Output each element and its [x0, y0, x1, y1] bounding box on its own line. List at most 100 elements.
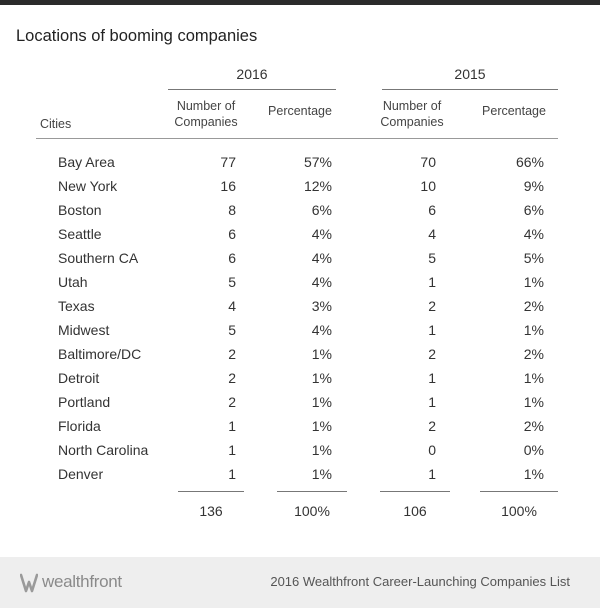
number-header-line1: Number of: [176, 99, 236, 113]
companies-2016-cell: 1: [228, 418, 236, 434]
table-row: Texas 4 3% 2 2%: [0, 294, 600, 318]
top-bar: [0, 0, 600, 5]
table-row: Southern CA 6 4% 5 5%: [0, 246, 600, 270]
number-header-line2: Companies: [174, 115, 238, 129]
total-rule-n2015: [380, 491, 450, 492]
city-cell: Portland: [58, 394, 111, 410]
companies-2016-cell: 6: [228, 226, 236, 242]
total-percentage-2016: 100%: [294, 503, 330, 519]
percentage-2015-cell: 9%: [523, 178, 544, 194]
city-cell: Baltimore/DC: [58, 346, 142, 362]
percentage-2016-cell: 4%: [311, 250, 332, 266]
companies-2015-cell: 1: [428, 370, 436, 386]
table-row: Baltimore/DC 2 1% 2 2%: [0, 342, 600, 366]
year-2015-rule: [382, 89, 558, 90]
companies-2015-cell: 6: [428, 202, 436, 218]
city-cell: North Carolina: [58, 442, 149, 458]
number-header-line2: Companies: [380, 115, 444, 129]
companies-2015-cell: 70: [420, 154, 436, 170]
percentage-2015-cell: 1%: [523, 274, 544, 290]
table-row: North Carolina 1 1% 0 0%: [0, 438, 600, 462]
percentage-2016-cell: 1%: [311, 442, 332, 458]
table-row: Detroit 2 1% 1 1%: [0, 366, 600, 390]
companies-2016-cell: 5: [228, 322, 236, 338]
percentage-column-header-2015: Percentage: [482, 104, 546, 118]
percentage-2015-cell: 1%: [523, 394, 544, 410]
percentage-2016-cell: 4%: [311, 274, 332, 290]
city-cell: Denver: [58, 466, 104, 482]
percentage-2016-cell: 1%: [311, 466, 332, 482]
table-row: Utah 5 4% 1 1%: [0, 270, 600, 294]
companies-2015-cell: 2: [428, 418, 436, 434]
city-cell: New York: [58, 178, 118, 194]
percentage-2016-cell: 4%: [311, 322, 332, 338]
percentage-column-header-2016: Percentage: [268, 104, 332, 118]
percentage-2015-cell: 1%: [523, 466, 544, 482]
percentage-2016-cell: 6%: [311, 202, 332, 218]
companies-2015-cell: 1: [428, 322, 436, 338]
companies-2016-cell: 1: [228, 442, 236, 458]
table-row: Seattle 6 4% 4 4%: [0, 222, 600, 246]
percentage-2015-cell: 0%: [523, 442, 544, 458]
percentage-2016-cell: 1%: [311, 394, 332, 410]
header-rule: [36, 138, 558, 139]
total-rule-p2016: [277, 491, 347, 492]
city-cell: Detroit: [58, 370, 100, 386]
percentage-2015-cell: 1%: [523, 322, 544, 338]
companies-2016-cell: 1: [228, 466, 236, 482]
percentage-2016-cell: 1%: [311, 418, 332, 434]
number-column-header-2016: Number of Companies: [168, 98, 244, 130]
table-row: Bay Area 77 57% 70 66%: [0, 150, 600, 174]
city-cell: Texas: [58, 298, 95, 314]
city-cell: Florida: [58, 418, 101, 434]
percentage-2015-cell: 2%: [523, 298, 544, 314]
city-cell: Utah: [58, 274, 88, 290]
source-caption: 2016 Wealthfront Career-Launching Compan…: [270, 574, 570, 589]
number-header-line1: Number of: [382, 99, 442, 113]
percentage-2015-cell: 66%: [515, 154, 544, 170]
footer: wealthfront 2016 Wealthfront Career-Laun…: [0, 557, 600, 608]
percentage-2015-cell: 2%: [523, 346, 544, 362]
total-companies-2015: 106: [403, 503, 427, 519]
percentage-2016-cell: 1%: [311, 346, 332, 362]
companies-2016-cell: 2: [228, 394, 236, 410]
year-2016-header: 2016: [236, 66, 268, 82]
companies-2016-cell: 6: [228, 250, 236, 266]
companies-2015-cell: 4: [428, 226, 436, 242]
total-percentage-2015: 100%: [501, 503, 537, 519]
companies-2015-cell: 2: [428, 346, 436, 362]
wealthfront-logo-icon: [20, 571, 38, 593]
year-2016-rule: [168, 89, 336, 90]
table-row: Portland 2 1% 1 1%: [0, 390, 600, 414]
companies-2016-cell: 2: [228, 346, 236, 362]
companies-2016-cell: 4: [228, 298, 236, 314]
year-2015-header: 2015: [454, 66, 486, 82]
logo-text: wealthfront: [42, 572, 122, 591]
wealthfront-logo: wealthfront: [20, 570, 122, 594]
city-cell: Southern CA: [58, 250, 139, 266]
companies-2015-cell: 1: [428, 466, 436, 482]
companies-2015-cell: 2: [428, 298, 436, 314]
companies-2016-cell: 77: [220, 154, 236, 170]
companies-2016-cell: 2: [228, 370, 236, 386]
percentage-2015-cell: 2%: [523, 418, 544, 434]
total-companies-2016: 136: [199, 503, 223, 519]
companies-2015-cell: 1: [428, 394, 436, 410]
percentage-2015-cell: 6%: [523, 202, 544, 218]
cities-column-header: Cities: [40, 117, 72, 131]
percentage-2016-cell: 1%: [311, 370, 332, 386]
city-cell: Seattle: [58, 226, 102, 242]
companies-2016-cell: 5: [228, 274, 236, 290]
city-cell: Boston: [58, 202, 102, 218]
city-cell: Bay Area: [58, 154, 115, 170]
companies-2016-cell: 16: [220, 178, 236, 194]
table-row: Midwest 5 4% 1 1%: [0, 318, 600, 342]
total-rule-n2016: [178, 491, 244, 492]
percentage-2016-cell: 3%: [311, 298, 332, 314]
companies-2015-cell: 0: [428, 442, 436, 458]
table-row: Florida 1 1% 2 2%: [0, 414, 600, 438]
percentage-2016-cell: 57%: [303, 154, 332, 170]
companies-2015-cell: 1: [428, 274, 436, 290]
companies-2016-cell: 8: [228, 202, 236, 218]
city-cell: Midwest: [58, 322, 110, 338]
